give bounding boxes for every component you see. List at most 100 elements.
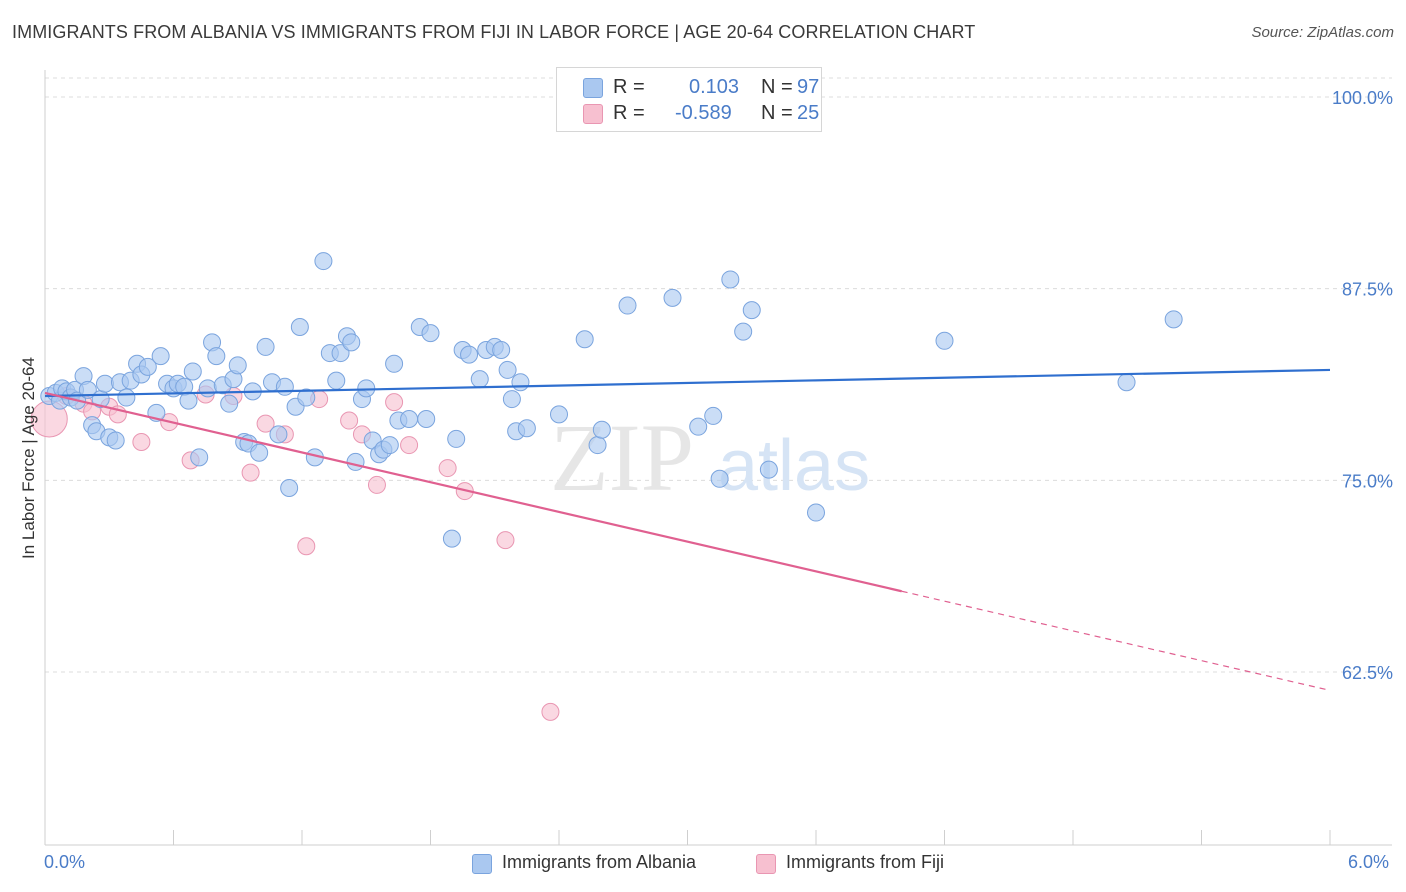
watermark-atlas: atlas [718,426,870,506]
r-value-fiji: -0.589 [675,102,732,124]
albania-point [470,370,489,389]
albania-point [517,419,536,438]
fiji-point [367,475,386,494]
albania-point [220,394,239,413]
albania-point [511,373,530,392]
albania-point [314,252,333,271]
y-axis-label: In Labor Force | Age 20-64 [19,357,38,559]
albania-point [1164,310,1183,329]
fiji-point [340,411,359,430]
albania-point [710,469,729,488]
n-value-fiji: 25 [797,102,820,124]
albania-point [421,324,440,343]
n-value-albania: 97 [797,76,820,98]
albania-point [269,425,288,444]
trend-lines [44,368,1331,691]
fiji-legend-swatch [756,854,776,874]
albania-point [588,436,607,455]
albania-point [759,460,778,479]
fiji-point [297,537,316,556]
albania-point [663,288,682,307]
albania-point [498,360,517,379]
stats-legend: R = 0.103 N = 97 R = -0.589 N = 25 [556,67,822,132]
albania-point [95,374,114,393]
x-tick-label-max: 6.0% [1348,852,1390,872]
albania-point [807,503,825,522]
r-key: R = [613,76,645,98]
albania-point [297,388,316,407]
albania-point [346,452,365,471]
albania-point [734,322,753,341]
albania-point [280,479,299,497]
albania-point [228,356,247,375]
y-tick-label: 62.5% [1342,663,1393,683]
fiji-point [496,531,515,550]
albania-point [385,354,404,373]
albania-point [417,410,436,428]
albania-point [331,344,350,363]
albania-point [198,379,217,398]
albania-trend-line [44,368,1331,398]
y-tick-labels: 62.5% 75.0% 87.5% 100.0% [1332,88,1393,683]
albania-point [290,318,309,336]
albania-point [1117,373,1136,392]
albania-point [151,347,170,366]
watermark: ZIP atlas [550,404,870,511]
albania-point [742,301,761,320]
albania-swatch [583,78,603,98]
albania-point [256,337,275,356]
albania-legend-label: Immigrants from Albania [502,852,697,872]
albania-point [618,296,637,315]
fiji-point [241,463,260,482]
fiji-point [132,433,151,451]
albania-point [704,406,723,425]
albania-point [550,405,568,424]
albania-point [106,431,125,450]
albania-point [447,429,466,448]
albania-point [935,331,954,350]
fiji-legend-label: Immigrants from Fiji [786,852,945,872]
gridlines [45,77,1392,673]
axes [44,70,1392,846]
fiji-point [256,414,275,433]
albania-point [502,390,521,409]
albania-point [183,362,202,381]
albania-point [575,330,594,349]
albania-point [460,345,479,364]
fiji-swatch [583,104,603,124]
y-tick-label: 75.0% [1342,471,1393,491]
albania-point [492,341,511,359]
n-key: N = [761,102,793,124]
r-value-albania: 0.103 [689,76,740,98]
albania-point [592,420,611,439]
r-key: R = [613,102,645,124]
fiji-point [400,436,419,455]
albania-point [117,388,136,407]
albania-point [342,333,361,352]
fiji-trend-line [44,391,902,593]
n-key: N = [761,76,793,98]
albania-point [380,436,399,455]
fiji-point [385,393,404,412]
fiji-point [438,459,457,478]
fiji-point [541,702,560,721]
albania-point [179,391,198,410]
watermark-zip: ZIP [550,404,694,511]
albania-point [689,417,708,436]
y-tick-label: 100.0% [1332,88,1393,108]
albania-point [400,410,419,428]
albania-legend-swatch [472,854,492,874]
albania-point [327,371,346,390]
albania-point [250,443,269,462]
albania-point [190,448,209,467]
albania-point [275,377,294,396]
x-tick-label-min: 0.0% [44,852,86,872]
chart-title: IMMIGRANTS FROM ALBANIA VS IMMIGRANTS FR… [12,22,976,42]
y-tick-label: 87.5% [1342,280,1393,300]
albania-series [40,252,1183,548]
albania-point [442,529,461,548]
albania-point [138,357,157,376]
source-note: Source: ZipAtlas.com [1251,24,1394,41]
fiji-trend-extension [901,590,1331,691]
